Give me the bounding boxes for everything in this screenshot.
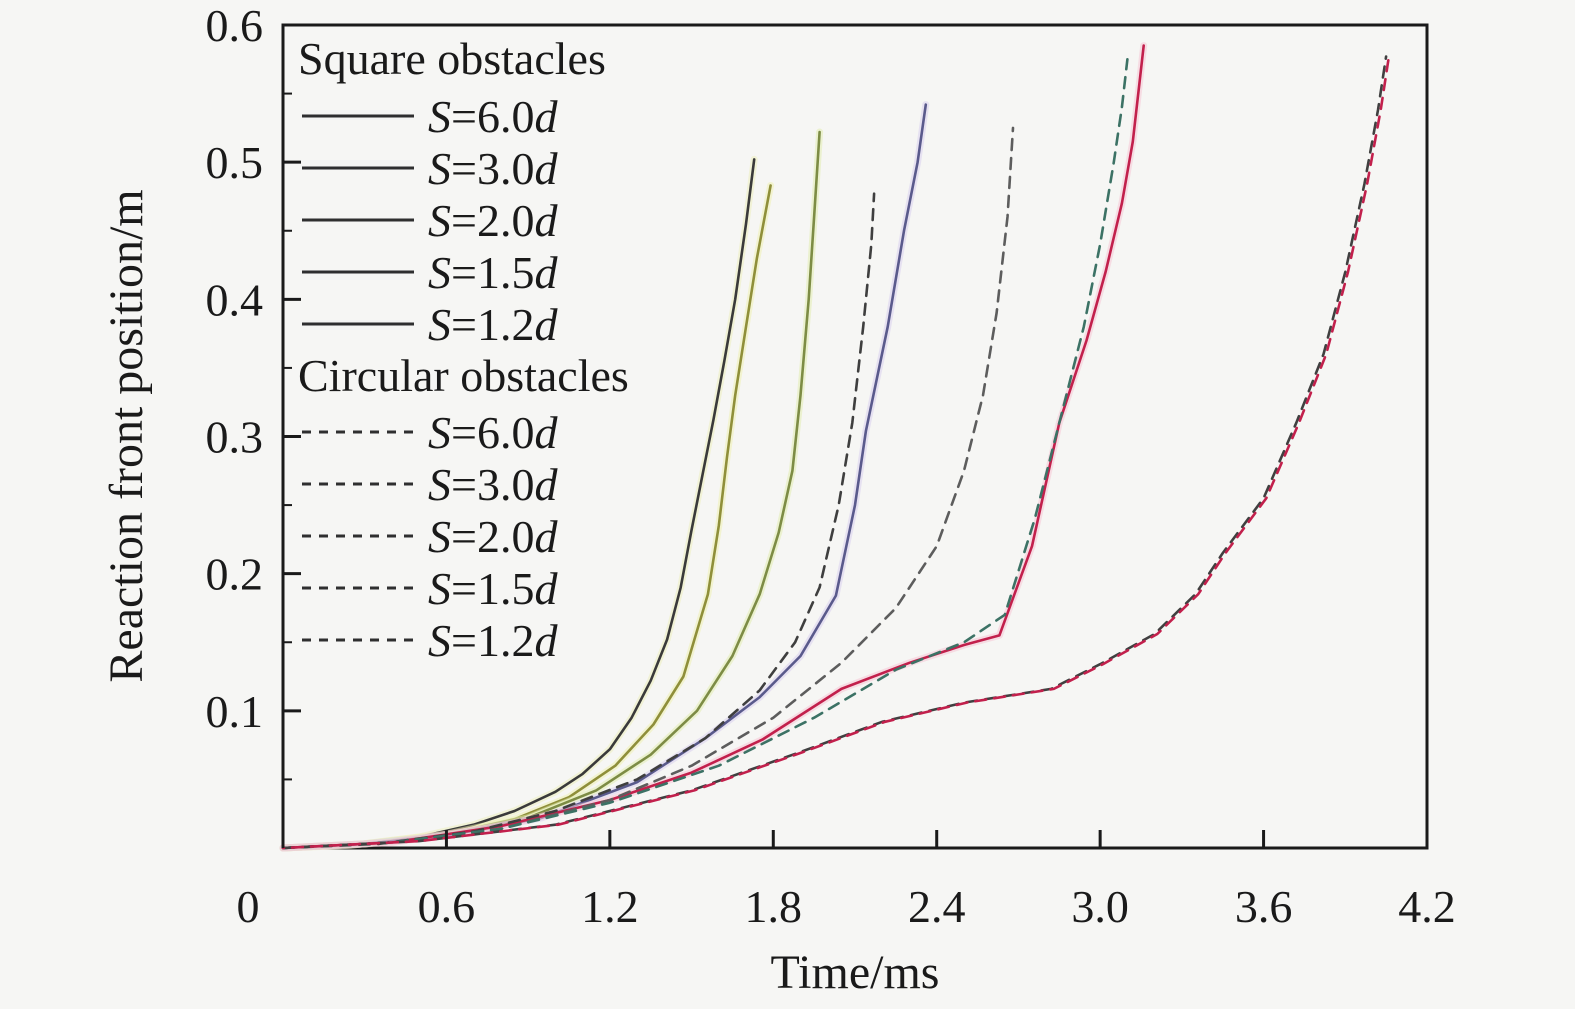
- x-tick-label: 1.2: [581, 881, 639, 932]
- y-tick-label: 0.6: [206, 0, 264, 51]
- x-tick-label: 1.8: [745, 881, 803, 932]
- ticks-layer: 0 0.6 1.2 1.8 2.4 3.0 3.6 4.2 0.1 0.2 0.3 0.4 0.5 0.6: [206, 0, 1456, 932]
- legend-item-label: S=1.2d: [428, 615, 558, 666]
- curve-square-S1.2d: [281, 44, 1145, 850]
- curves-layer: [279, 42, 1391, 852]
- curve-circular-S2.0d: [281, 57, 1129, 850]
- x-tick-label: 3.6: [1235, 881, 1293, 932]
- curve-circular-S6.0d: [281, 192, 876, 850]
- legend-layer: Square obstaclesS=6.0dS=3.0dS=2.0dS=1.5d…: [298, 33, 629, 666]
- curve-circular-S1.2d: [281, 55, 1391, 850]
- curve-halo-square-S1.2d: [279, 42, 1148, 852]
- curve-circular-S1.5d: [281, 55, 1388, 850]
- y-tick-label: 0.3: [206, 412, 264, 463]
- legend-item-label: S=3.0d: [428, 459, 558, 510]
- legend-item-label: S=3.0d: [428, 143, 558, 194]
- legend-group-title-square: Square obstacles: [298, 33, 606, 84]
- x-tick-label: 3.0: [1071, 881, 1129, 932]
- x-tick-label: 0.6: [418, 881, 476, 932]
- legend-item-label: S=1.5d: [428, 563, 558, 614]
- x-tick-label: 0: [237, 881, 260, 932]
- y-tick-label: 0.2: [206, 549, 264, 600]
- legend-item-label: S=1.5d: [428, 247, 558, 298]
- legend-item-label: S=1.2d: [428, 299, 558, 350]
- y-axis-title: Reaction front position/m: [100, 189, 153, 682]
- x-tick-label: 4.2: [1398, 881, 1456, 932]
- legend-item-label: S=2.0d: [428, 195, 558, 246]
- legend-item-label: S=6.0d: [428, 407, 558, 458]
- curve-square-S1.5d: [281, 103, 928, 850]
- x-axis-title: Time/ms: [771, 946, 940, 999]
- x-tick-label: 2.4: [908, 881, 966, 932]
- legend-item-label: S=6.0d: [428, 91, 558, 142]
- legend-item-label: S=2.0d: [428, 511, 558, 562]
- y-tick-label: 0.4: [206, 274, 264, 325]
- y-tick-label: 0.1: [206, 686, 264, 737]
- curve-halo-square-S1.5d: [279, 101, 930, 852]
- legend-group-title-circular: Circular obstacles: [298, 350, 629, 401]
- y-tick-label: 0.5: [206, 137, 264, 188]
